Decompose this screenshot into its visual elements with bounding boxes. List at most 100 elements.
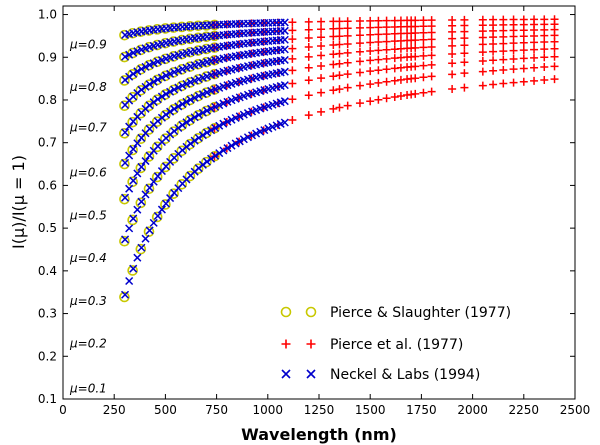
legend-marker-circle bbox=[280, 306, 292, 318]
data-point-circle bbox=[119, 75, 130, 86]
data-point-plus bbox=[411, 74, 420, 83]
legend-label-pierce-et-al: Pierce et al. (1977) bbox=[330, 337, 463, 353]
data-point-plus bbox=[317, 107, 326, 116]
data-point-plus bbox=[530, 45, 539, 54]
data-point-cross bbox=[161, 110, 171, 119]
data-point-circle bbox=[160, 161, 171, 173]
legend-marker-cross bbox=[281, 369, 291, 379]
data-point-plus bbox=[366, 56, 375, 65]
data-point-circle bbox=[143, 124, 155, 135]
mu-label: μ=0.2 bbox=[69, 336, 107, 350]
data-point-plus bbox=[519, 77, 528, 86]
data-point-plus bbox=[288, 35, 297, 44]
data-point-plus bbox=[317, 25, 326, 34]
data-point-cross bbox=[207, 154, 216, 163]
data-point-cross bbox=[121, 52, 130, 61]
data-point-plus bbox=[288, 44, 297, 53]
data-point-circle bbox=[119, 100, 130, 112]
data-point-plus bbox=[489, 15, 498, 24]
data-point-plus bbox=[427, 60, 436, 69]
y-tick-label: 0.2 bbox=[38, 349, 57, 363]
legend-marker-plus bbox=[281, 339, 291, 349]
data-point-cross bbox=[125, 72, 134, 81]
data-point-plus bbox=[519, 54, 528, 63]
data-point-plus bbox=[288, 54, 297, 63]
data-point-cross bbox=[141, 157, 150, 166]
data-point-circle bbox=[160, 109, 171, 121]
data-point-circle bbox=[151, 94, 163, 105]
data-point-cross bbox=[141, 190, 150, 199]
data-point-plus bbox=[304, 25, 313, 34]
data-point-plus bbox=[382, 77, 391, 86]
data-point-plus bbox=[419, 73, 428, 82]
data-point-circle bbox=[127, 176, 138, 188]
data-point-circle bbox=[119, 235, 130, 247]
data-point-cross bbox=[166, 87, 175, 96]
data-point-plus bbox=[355, 57, 364, 66]
data-point-plus bbox=[448, 70, 457, 79]
data-point-cross bbox=[194, 133, 203, 142]
data-point-cross bbox=[186, 115, 195, 124]
data-point-plus bbox=[304, 111, 313, 120]
data-point-plus bbox=[550, 75, 559, 84]
data-point-cross bbox=[211, 151, 220, 160]
data-point-plus bbox=[460, 49, 469, 58]
data-point-cross bbox=[182, 118, 191, 127]
y-tick-label: 0.1 bbox=[38, 392, 57, 406]
y-tick-label: 0.4 bbox=[38, 264, 57, 278]
data-point-circle bbox=[135, 107, 147, 119]
data-point-circle bbox=[119, 193, 130, 205]
mu-labels: μ=0.9 μ=0.8 μ=0.7 μ=0.6 μ=0.5 μ=0.4 μ=0.3 μ=0.2… bbox=[69, 37, 107, 395]
data-point-plus bbox=[343, 31, 352, 40]
data-point-plus bbox=[448, 41, 457, 50]
data-point-plus bbox=[335, 40, 344, 49]
data-point-plus bbox=[374, 66, 383, 75]
data-point-plus bbox=[374, 16, 383, 25]
data-point-plus bbox=[427, 42, 436, 51]
data-point-circle bbox=[160, 199, 171, 210]
data-point-plus bbox=[304, 17, 313, 26]
data-point-plus bbox=[329, 72, 338, 81]
data-point-plus bbox=[427, 87, 436, 96]
legend-label-neckel-labs: Neckel & Labs (1994) bbox=[330, 367, 480, 383]
data-point-plus bbox=[382, 16, 391, 25]
y-tick-label: 0.6 bbox=[38, 178, 57, 192]
data-point-plus bbox=[304, 63, 313, 72]
data-point-circle bbox=[184, 114, 196, 126]
data-point-plus bbox=[288, 26, 297, 35]
data-point-cross bbox=[235, 137, 244, 146]
data-point-plus bbox=[355, 17, 364, 26]
data-point-cross bbox=[178, 81, 187, 90]
legend-item-neckel-labs: Neckel & Labs (1994) bbox=[281, 367, 480, 383]
data-point-cross bbox=[256, 127, 265, 136]
data-point-plus bbox=[519, 15, 528, 24]
data-point-cross bbox=[121, 158, 130, 167]
data-point-cross bbox=[129, 176, 138, 185]
data-point-plus bbox=[419, 88, 428, 97]
y-tick-label: 0.5 bbox=[38, 221, 57, 235]
data-point-circle bbox=[127, 144, 138, 156]
data-point-plus bbox=[489, 80, 498, 89]
data-point-cross bbox=[243, 133, 252, 142]
data-point-circle bbox=[143, 100, 155, 112]
data-point-circle bbox=[209, 150, 220, 162]
axis-ticks: 0 250 500 750 1000 1250 1500 1750 2000 2250 2500 0.… bbox=[38, 6, 590, 417]
data-points bbox=[119, 15, 559, 303]
data-point-plus bbox=[519, 46, 528, 55]
data-point-plus bbox=[382, 65, 391, 74]
data-point-cross bbox=[129, 69, 138, 78]
data-point-plus bbox=[478, 81, 487, 90]
data-point-plus bbox=[343, 70, 352, 79]
mu-label: μ=0.7 bbox=[69, 121, 107, 135]
legend: Pierce & Slaughter (1977) Pierce et al. … bbox=[280, 305, 511, 383]
data-point-cross bbox=[133, 253, 142, 262]
data-point-cross bbox=[149, 218, 158, 227]
data-point-cross bbox=[215, 121, 224, 130]
data-point-plus bbox=[448, 15, 457, 24]
data-point-plus bbox=[540, 63, 549, 72]
data-point-plus bbox=[530, 63, 539, 72]
data-point-cross bbox=[280, 118, 289, 127]
y-tick-label: 0.3 bbox=[38, 307, 57, 321]
data-point-cross bbox=[145, 60, 154, 69]
data-point-cross bbox=[137, 85, 146, 94]
